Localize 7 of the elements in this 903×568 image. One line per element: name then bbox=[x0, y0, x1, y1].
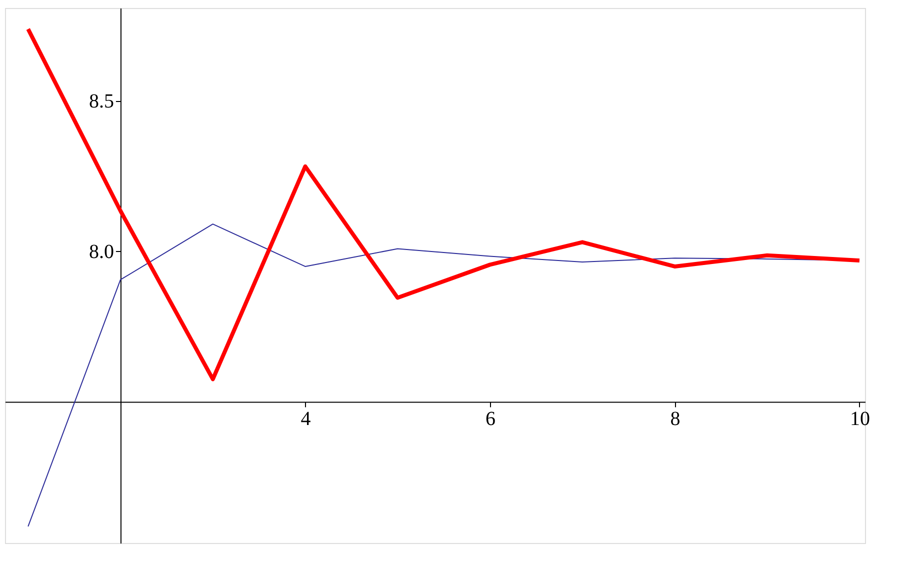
line-series bbox=[26, 27, 862, 382]
x-tick-label: 8 bbox=[670, 408, 680, 430]
x-tick-label: 4 bbox=[300, 408, 311, 430]
x-tick-label: 10 bbox=[850, 408, 870, 430]
x-tick-label: 6 bbox=[485, 408, 496, 430]
y-tick-label: 8.5 bbox=[88, 90, 114, 113]
y-tick-label: 8.0 bbox=[88, 240, 114, 263]
